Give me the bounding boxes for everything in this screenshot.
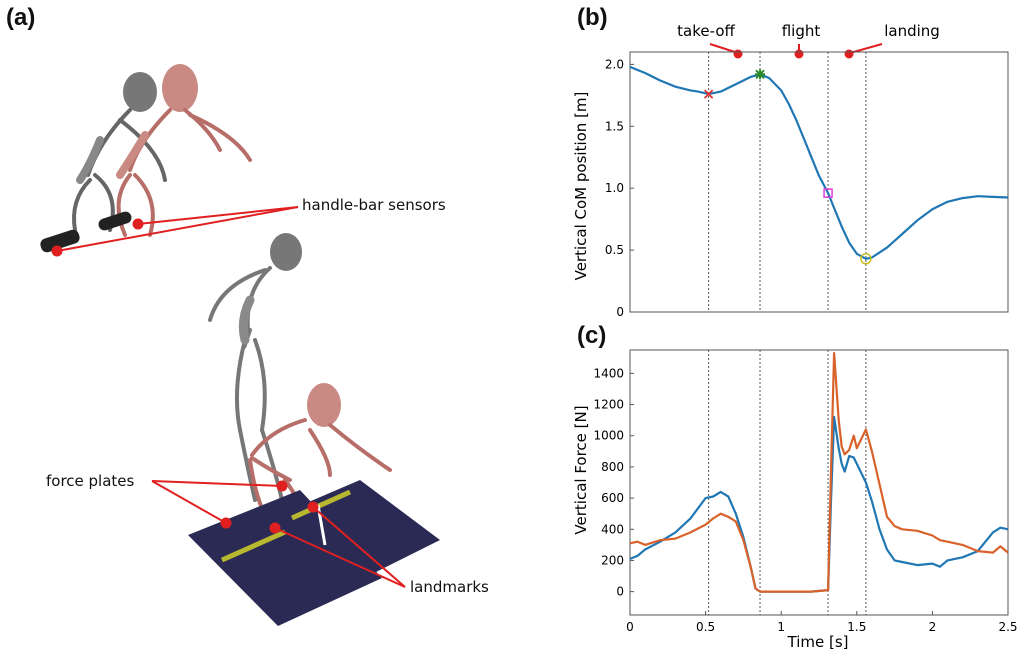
phase-label-flight: flight	[782, 22, 821, 40]
phase-label-landing: landing	[884, 22, 940, 40]
landmarks-label: landmarks	[410, 578, 489, 596]
plot-frame	[630, 350, 1008, 615]
y-tick-label: 1.5	[605, 119, 624, 133]
phase-label-takeoff: take-off	[677, 22, 735, 40]
force-plates-label: force plates	[46, 472, 134, 490]
plot-area-c: 0 200 400 600 800 1000 1200 1400 0 0.5 1 1.5 2 2.5	[593, 350, 1017, 634]
x-tick-label: 2.5	[998, 620, 1017, 634]
y-tick-label: 1200	[593, 398, 624, 412]
com-position-chart: take-off flight landing Vertical CoM pos…	[560, 0, 1022, 330]
phase-annotations: take-off flight landing	[677, 22, 940, 59]
y-tick-label: 1400	[593, 366, 624, 380]
y-tick-label: 0.5	[605, 243, 624, 257]
x-tick-label: 1.5	[847, 620, 866, 634]
x-axis-label-c: Time [s]	[787, 633, 849, 651]
y-axis-label-c: Vertical Force [N]	[572, 405, 590, 534]
skeleton-illustration	[0, 0, 540, 655]
marker-apex-star	[755, 69, 765, 79]
x-tick-label: 0	[626, 620, 634, 634]
y-tick-label: 400	[601, 522, 624, 536]
x-tick-label: 0.5	[696, 620, 715, 634]
y-tick-label: 600	[601, 491, 624, 505]
x-tick-label: 1	[777, 620, 785, 634]
y-tick-label: 0	[616, 305, 624, 319]
y-axis-label-b: Vertical CoM position [m]	[572, 92, 590, 281]
series-line-0	[630, 67, 1008, 259]
series-line-1	[630, 353, 1008, 591]
plot-frame	[630, 52, 1008, 312]
vertical-force-chart: Vertical Force [N] Time [s] 0 200 400 600 80…	[560, 330, 1022, 655]
series-line-0	[630, 417, 1008, 592]
handle-bar-sensors-label: handle-bar sensors	[302, 196, 446, 214]
y-tick-label: 0	[616, 585, 624, 599]
y-tick-label: 1.0	[605, 181, 624, 195]
y-tick-label: 800	[601, 460, 624, 474]
handle-bar	[39, 210, 133, 254]
y-tick-label: 2.0	[605, 57, 624, 71]
plot-area-b: 0 0.5 1.0 1.5 2.0	[605, 52, 1008, 319]
y-tick-label: 1000	[593, 429, 624, 443]
y-tick-label: 200	[601, 553, 624, 567]
x-tick-label: 2	[929, 620, 937, 634]
